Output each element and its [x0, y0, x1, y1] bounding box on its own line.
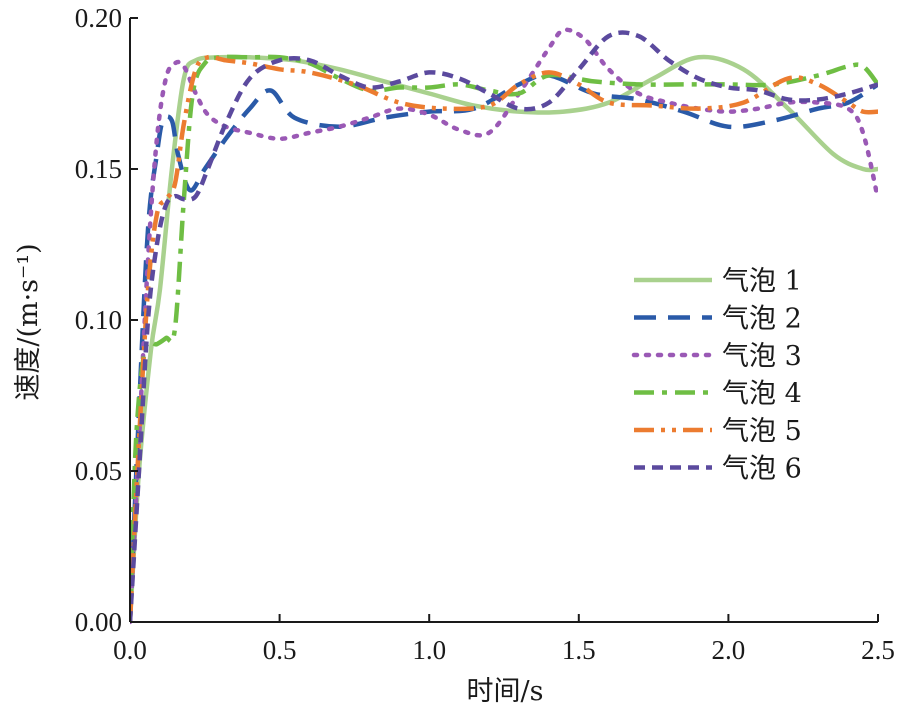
- x-axis-title: 时间/s: [467, 676, 544, 707]
- legend: 气泡 1 气泡 2 气泡 3 气泡 4 气泡 5 气泡 6: [631, 266, 802, 485]
- x-tick-label: 0.0: [113, 635, 147, 665]
- legend-label-5: 气泡 5: [722, 416, 802, 447]
- x-tick-label: 2.5: [861, 635, 895, 665]
- ticks-layer: 0.0 0.5 1.0 1.5 2.0 2.5 0.00 0.05 0.10 0.15 0.20: [75, 3, 895, 665]
- series-line-1: [130, 54, 878, 623]
- legend-label-1: 气泡 1: [722, 266, 802, 297]
- y-tick-label: 0.00: [75, 607, 122, 637]
- y-axis-title: 速度/(m·s⁻¹): [13, 243, 44, 400]
- x-tick-label: 1.0: [412, 635, 446, 665]
- legend-label-6: 气泡 6: [722, 454, 802, 485]
- x-tick-label: 1.5: [562, 635, 596, 665]
- legend-label-3: 气泡 3: [722, 341, 802, 372]
- series-line-6: [130, 30, 878, 623]
- series-line-2: [130, 72, 878, 623]
- legend-label-2: 气泡 2: [722, 304, 802, 335]
- series-line-4: [130, 54, 878, 623]
- legend-label-4: 气泡 4: [722, 379, 802, 410]
- y-tick-label: 0.10: [75, 305, 122, 335]
- x-tick-label: 0.5: [263, 635, 297, 665]
- x-tick-label: 2.0: [712, 635, 746, 665]
- series-layer: [130, 27, 878, 625]
- y-tick-label: 0.20: [75, 3, 122, 33]
- y-tick-label: 0.15: [75, 154, 122, 184]
- series-line-3: [130, 27, 878, 625]
- series-line-5: [130, 54, 878, 623]
- y-tick-label: 0.05: [75, 456, 122, 486]
